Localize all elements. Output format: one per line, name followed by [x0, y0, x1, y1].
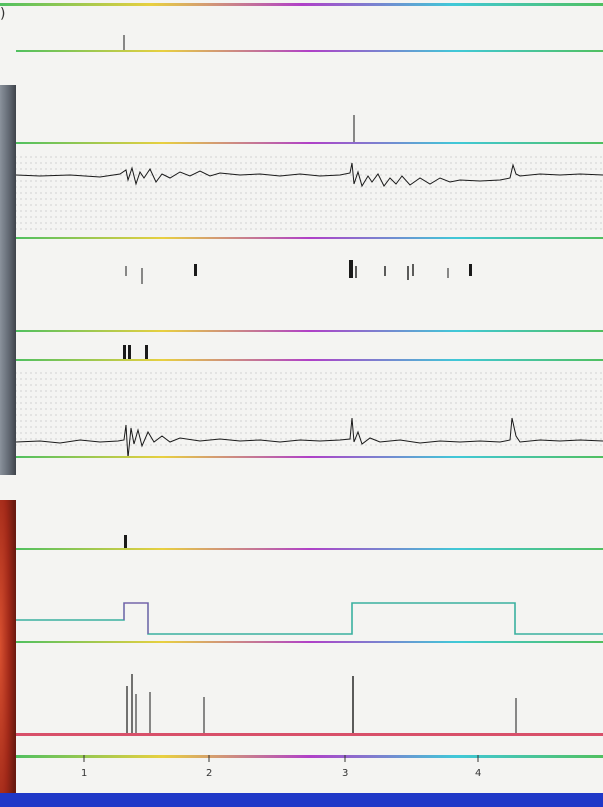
left-photo-red [0, 500, 16, 793]
rail-6 [16, 456, 603, 458]
rail-1 [16, 50, 603, 52]
mark-4j [469, 264, 472, 276]
mark-4d [349, 260, 353, 278]
step-signal-overlay [123, 602, 149, 634]
dot-grid-1 [16, 152, 603, 230]
mark-5c [145, 345, 148, 361]
axis-label-1: 1 [81, 768, 87, 779]
rail-4 [16, 330, 603, 332]
rail-7 [16, 548, 603, 550]
rail-5 [16, 359, 603, 361]
axis-label-4: 4 [475, 768, 481, 779]
rail-3 [16, 237, 603, 239]
mark-5a [123, 345, 126, 361]
mark-4c [194, 264, 197, 276]
eeg-trace-1 [15, 162, 603, 188]
rail-8 [16, 641, 603, 643]
mark-5b [128, 345, 131, 361]
step-signal [16, 602, 603, 635]
rail-2 [16, 142, 603, 144]
footer-bar [0, 793, 603, 807]
corner-glyph: ) [0, 6, 6, 22]
axis-label-3: 3 [342, 768, 348, 779]
axis-label-2: 2 [206, 768, 212, 779]
rail-top [0, 3, 603, 6]
rail-10 [16, 755, 603, 758]
dot-grid-2 [16, 368, 603, 450]
eeg-trace-2 [15, 417, 603, 459]
mark-7a [124, 535, 127, 549]
rail-9 [16, 733, 603, 736]
left-photo-gray [0, 85, 16, 475]
